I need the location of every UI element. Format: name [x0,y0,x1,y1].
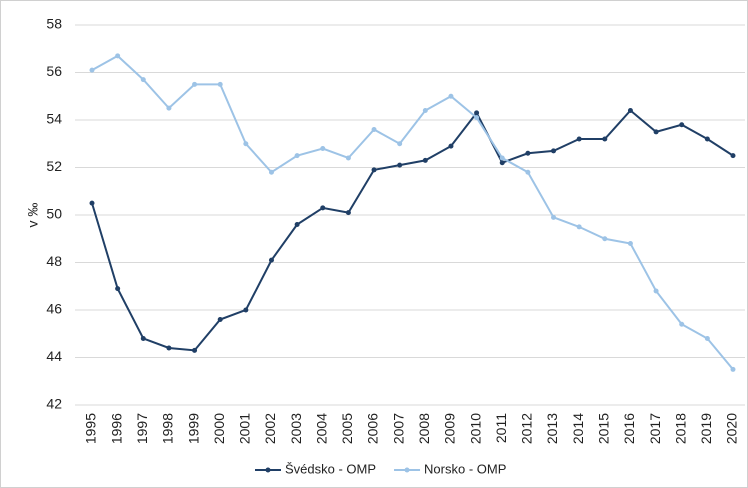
point [217,81,223,87]
legend-label: Norsko - OMP [424,461,506,476]
point [653,288,659,294]
series-line [91,54,734,371]
point [371,127,377,132]
x-tick-label: 2010 [467,413,483,444]
x-tick-label: 2008 [416,413,432,444]
point [730,366,736,372]
x-tick-label: 2005 [339,413,355,444]
point [140,336,146,341]
point [115,286,121,292]
x-tick-label: 1997 [134,413,150,444]
point [217,317,223,322]
x-tick-label: 2006 [365,413,381,444]
point [89,67,95,73]
x-tick-label: 2020 [724,413,740,444]
y-tick-label: 48 [46,253,62,269]
y-tick-label: 46 [46,301,62,317]
x-tick-label: 1995 [83,413,99,444]
y-tick-label: 58 [46,16,62,32]
point [525,150,531,156]
point [243,141,249,147]
point [320,205,326,211]
point [704,336,710,341]
point [268,169,274,175]
x-tick-label: 2001 [237,413,253,444]
point [140,77,146,83]
x-tick-label: 2009 [442,413,458,444]
legend-label: Švédsko - OMP [285,461,376,476]
point [166,345,172,351]
point [602,236,608,242]
y-axis-label: v ‰ [25,203,41,228]
point [653,129,659,135]
point [397,141,403,147]
y-tick-label: 44 [46,348,62,364]
x-tick-label: 1998 [160,413,176,444]
point [679,122,685,128]
point [192,81,198,87]
point [602,136,608,142]
point [422,157,428,163]
x-tick-label: 2003 [288,413,304,444]
y-tick-label: 56 [46,63,62,79]
point [243,307,249,313]
point [320,146,326,151]
point [499,155,505,161]
point [268,257,274,263]
x-tick-label: 2017 [647,413,663,444]
x-tick-label: 2000 [211,413,227,444]
point [525,169,531,175]
x-tick-label: 2011 [493,413,509,443]
point [627,241,633,246]
x-tick-label: 2016 [621,413,637,444]
point [474,115,480,121]
x-tick-label: 2018 [672,413,688,444]
point [294,222,300,227]
legend-marker [404,467,410,473]
point [371,167,377,173]
point [448,93,454,99]
x-tick-label: 2007 [390,413,406,444]
y-tick-label: 42 [46,396,62,412]
point [115,53,121,59]
x-tick-label: 2014 [570,413,586,444]
x-tick-label: 2004 [313,413,329,444]
point [551,214,557,220]
point [294,153,300,159]
point [345,210,351,216]
point [679,321,685,327]
point [627,108,633,113]
point [422,108,428,113]
point [345,155,351,161]
x-tick-label: 2015 [596,413,612,444]
x-tick-label: 1996 [108,413,124,444]
x-tick-label: 2012 [519,413,535,444]
y-tick-label: 50 [46,206,62,222]
point [448,143,454,149]
y-tick-label: 52 [46,158,62,174]
x-tick-label: 2013 [544,413,560,444]
point [89,200,95,206]
y-tick-label: 54 [46,111,62,127]
point [576,136,582,142]
point [551,148,557,154]
legend-marker [265,467,271,473]
x-tick-label: 1999 [185,413,201,444]
point [474,110,480,116]
point [499,160,505,166]
point [192,347,198,353]
point [166,105,172,111]
point [730,153,736,159]
x-tick-label: 2002 [262,413,278,444]
point [397,162,403,168]
point [576,224,582,230]
x-tick-label: 2019 [698,413,714,444]
series-line [91,109,734,352]
point [704,136,710,142]
